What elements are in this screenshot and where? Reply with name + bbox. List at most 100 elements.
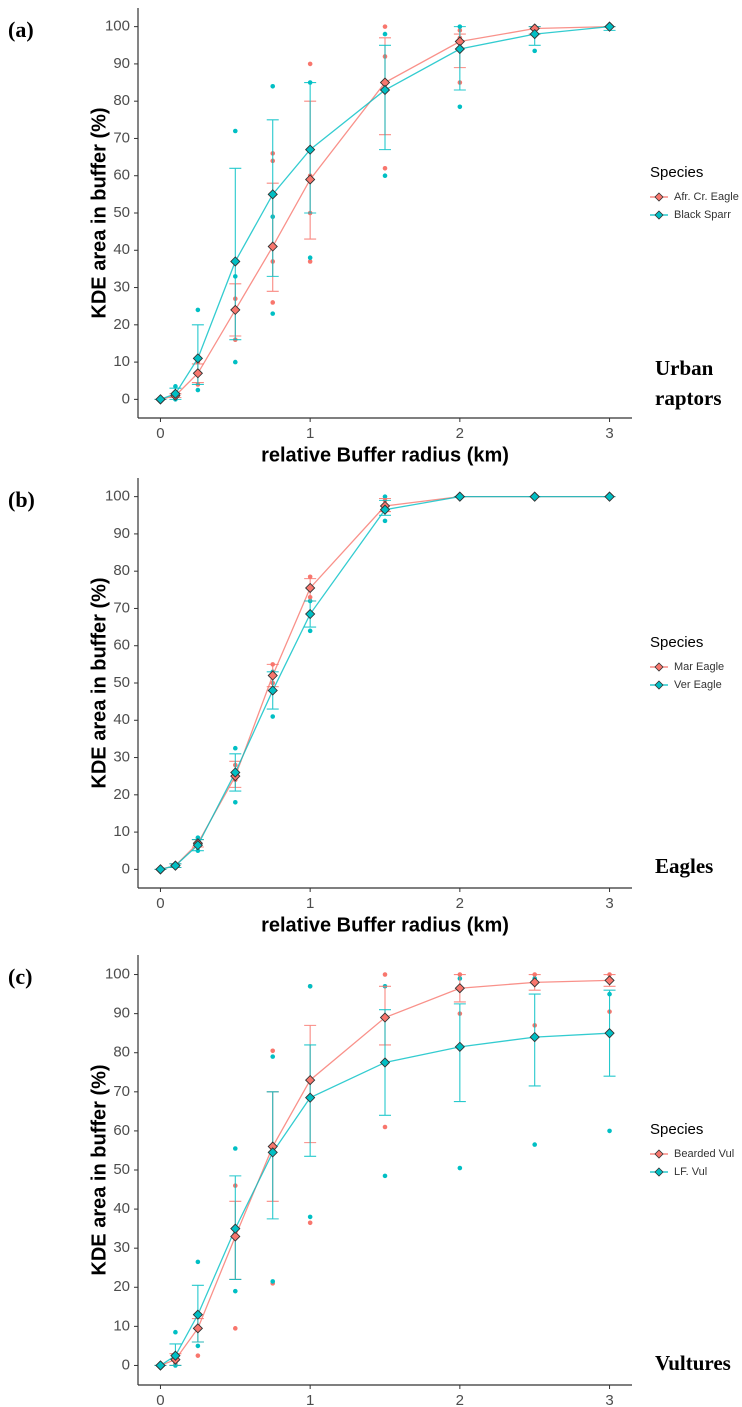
y-tick-label: 50 bbox=[113, 674, 130, 691]
y-tick-label: 10 bbox=[113, 1317, 130, 1334]
data-point bbox=[195, 1259, 201, 1265]
data-point bbox=[195, 387, 201, 393]
mean-marker bbox=[529, 491, 540, 502]
x-tick-label: 3 bbox=[605, 425, 613, 442]
mean-marker bbox=[170, 860, 181, 871]
data-point bbox=[270, 300, 276, 305]
mean-marker bbox=[192, 1309, 204, 1320]
data-point bbox=[195, 1343, 201, 1349]
y-tick-label: 20 bbox=[113, 786, 130, 803]
mean-marker bbox=[454, 43, 465, 55]
y-tick-label: 10 bbox=[113, 353, 130, 370]
x-tick-label: 1 bbox=[306, 1392, 314, 1407]
data-point bbox=[382, 518, 388, 524]
data-point bbox=[233, 359, 238, 365]
y-axis-title: KDE area in buffer (%) bbox=[88, 577, 110, 788]
mean-marker bbox=[529, 1031, 540, 1043]
data-point bbox=[382, 972, 388, 977]
mean-marker bbox=[230, 767, 241, 778]
data-point bbox=[195, 835, 201, 840]
data-point bbox=[233, 1146, 238, 1151]
data-point bbox=[457, 104, 463, 110]
y-tick-label: 40 bbox=[113, 711, 130, 728]
error-bar bbox=[453, 26, 466, 91]
mean-line bbox=[160, 25, 610, 400]
mean-marker bbox=[604, 491, 615, 502]
y-tick-label: 70 bbox=[113, 129, 130, 146]
y-tick-label: 0 bbox=[122, 390, 130, 407]
mean-line bbox=[160, 495, 610, 870]
y-tick-label: 50 bbox=[113, 204, 130, 221]
legend-title: Species bbox=[650, 634, 703, 651]
legend-diamond bbox=[654, 680, 664, 690]
mean-marker bbox=[170, 1350, 181, 1361]
mean-marker bbox=[267, 1147, 278, 1158]
mean-marker bbox=[230, 256, 241, 267]
error-bar bbox=[379, 44, 391, 151]
legend-label: Bearded Vul bbox=[674, 1148, 734, 1160]
data-point bbox=[607, 1128, 612, 1134]
error-bar bbox=[453, 1003, 466, 1103]
data-point bbox=[307, 628, 313, 634]
y-tick-label: 100 bbox=[105, 966, 130, 983]
mean-marker bbox=[454, 983, 465, 994]
y-tick-label: 10 bbox=[113, 823, 130, 840]
mean-marker bbox=[305, 1092, 316, 1103]
mean-marker bbox=[192, 839, 204, 851]
data-point bbox=[382, 173, 388, 179]
mean-marker bbox=[230, 304, 241, 316]
legend-diamond bbox=[654, 192, 664, 202]
y-tick-label: 80 bbox=[113, 92, 130, 109]
data-point bbox=[382, 31, 388, 37]
panel-label: (c) bbox=[8, 964, 32, 989]
data-point bbox=[173, 1329, 178, 1335]
y-tick-label: 30 bbox=[113, 1239, 130, 1256]
x-tick-label: 0 bbox=[156, 895, 164, 912]
annotation: Vultures bbox=[655, 1351, 731, 1375]
mean-marker bbox=[192, 1323, 204, 1334]
mean-marker bbox=[155, 394, 166, 405]
mean-line bbox=[160, 1032, 610, 1366]
data-point bbox=[532, 48, 537, 54]
mean-marker bbox=[155, 1360, 166, 1371]
mean-marker bbox=[379, 1012, 391, 1023]
data-point bbox=[307, 259, 313, 264]
mean-line bbox=[160, 25, 610, 400]
mean-marker bbox=[192, 368, 204, 379]
legend-label: Black Sparr bbox=[674, 209, 731, 221]
data-point bbox=[233, 1326, 238, 1331]
y-tick-label: 80 bbox=[113, 562, 130, 579]
x-tick-label: 0 bbox=[156, 1392, 164, 1407]
y-tick-label: 0 bbox=[122, 860, 130, 877]
data-point bbox=[270, 83, 276, 89]
data-point bbox=[382, 494, 388, 499]
data-point bbox=[195, 307, 201, 313]
mean-marker bbox=[529, 977, 540, 988]
mean-marker bbox=[604, 1028, 615, 1039]
mean-marker bbox=[379, 84, 391, 96]
y-tick-label: 60 bbox=[113, 1122, 130, 1139]
data-point bbox=[233, 128, 238, 134]
data-point bbox=[270, 311, 276, 316]
data-point bbox=[532, 1142, 537, 1147]
data-point bbox=[173, 384, 178, 389]
mean-marker bbox=[454, 1041, 465, 1052]
data-point bbox=[382, 1173, 388, 1179]
legend-label: Ver Eagle bbox=[674, 679, 722, 691]
mean-marker bbox=[230, 1223, 241, 1234]
legend-diamond bbox=[654, 662, 664, 672]
y-tick-label: 70 bbox=[113, 1083, 130, 1100]
panel: 0 10 20 30 40 50 60 70 80 90 100 0 1 2 3 relative Buffe… bbox=[8, 8, 739, 466]
mean-line bbox=[160, 495, 610, 870]
legend-label: Afr. Cr. Eagle bbox=[674, 191, 739, 203]
mean-marker bbox=[379, 504, 391, 515]
legend-label: Mar Eagle bbox=[674, 661, 724, 673]
x-axis-title: relative Buffer radius (km) bbox=[261, 914, 509, 936]
data-point bbox=[382, 1124, 388, 1130]
annotation: raptors bbox=[655, 386, 722, 410]
y-tick-label: 100 bbox=[105, 18, 130, 35]
y-tick-label: 90 bbox=[113, 1005, 130, 1022]
y-tick-label: 30 bbox=[113, 749, 130, 766]
data-point bbox=[307, 255, 313, 261]
